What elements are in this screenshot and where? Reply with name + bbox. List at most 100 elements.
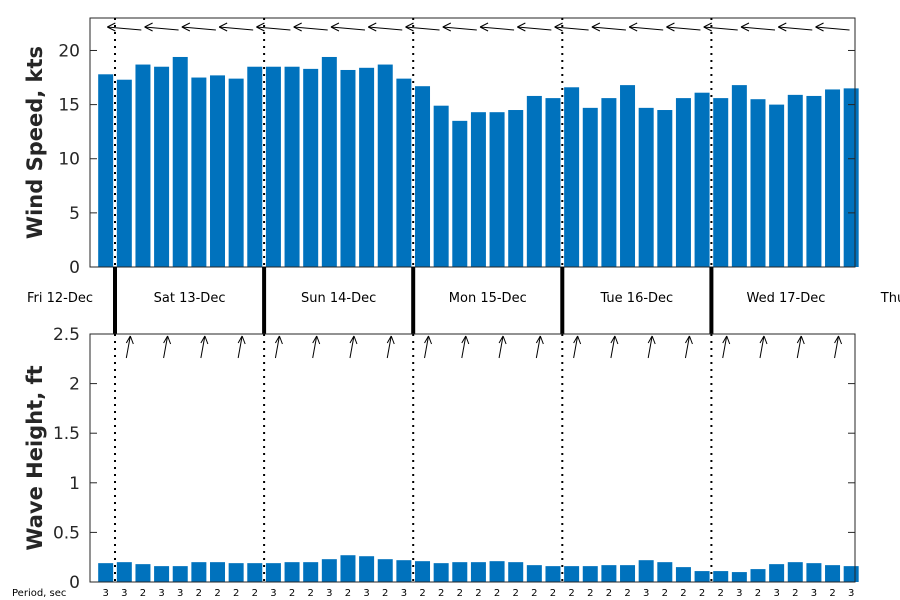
wave-direction-arrow-37 <box>796 335 805 359</box>
wind-bar-33 <box>713 98 729 267</box>
wave-bar-14 <box>359 556 375 582</box>
period-value-10: 2 <box>289 588 295 599</box>
wind-bar-16 <box>396 78 412 267</box>
wave-bar-7 <box>228 563 244 582</box>
wave-direction-arrow-19 <box>461 335 470 359</box>
wind-direction-arrow-23 <box>517 22 552 32</box>
wave-bar-37 <box>787 562 803 582</box>
wind-bar-23 <box>526 95 542 267</box>
wind-direction-arrow-39 <box>815 22 850 32</box>
wave-bar-36 <box>769 564 785 582</box>
period-value-19: 2 <box>457 588 463 599</box>
wind-direction-arrow-25 <box>554 22 589 32</box>
wind-direction-arrow-9 <box>256 22 291 32</box>
wave-bar-33 <box>713 571 729 582</box>
wave-bar-12 <box>321 559 337 582</box>
wind-direction-arrow-29 <box>628 22 664 32</box>
wind-bar-8 <box>247 66 263 267</box>
wind-bar-28 <box>620 85 636 268</box>
period-value-4: 3 <box>177 588 183 599</box>
period-value-30: 2 <box>662 588 668 599</box>
period-value-38: 3 <box>811 588 817 599</box>
wind-bar-39 <box>825 89 841 267</box>
wave-bar-22 <box>508 562 524 582</box>
wave-direction-arrow-11 <box>312 335 321 359</box>
period-value-29: 3 <box>643 588 649 599</box>
wind-bar-1 <box>116 79 132 268</box>
period-value-16: 3 <box>401 588 407 599</box>
wave-direction-arrow-21 <box>498 335 507 359</box>
period-value-14: 3 <box>363 588 369 599</box>
period-value-25: 2 <box>568 588 574 599</box>
wind-bar-13 <box>340 69 356 267</box>
period-value-39: 2 <box>829 588 835 599</box>
wave-bar-31 <box>675 567 691 582</box>
wave-bar-5 <box>191 562 207 582</box>
period-value-20: 2 <box>475 588 481 599</box>
wind-direction-arrow-35 <box>740 22 776 32</box>
wind-bar-37 <box>787 94 803 268</box>
wind-ylabel: Wind Speed, kts <box>23 46 47 239</box>
wind-direction-arrow-33 <box>703 22 738 32</box>
wind-bar-34 <box>731 85 747 268</box>
period-value-31: 2 <box>680 588 686 599</box>
day-label-band: Fri 12-Dec Sat 13-Dec Sun 14-Dec Mon 15-Dec… <box>27 267 900 334</box>
wave-axes-frame <box>89 333 856 583</box>
period-value-15: 2 <box>382 588 388 599</box>
wind-direction-arrow-27 <box>591 22 626 32</box>
period-value-34: 3 <box>736 588 742 599</box>
day-label-3: Mon 15-Dec <box>449 291 527 306</box>
wind-bar-30 <box>657 110 673 268</box>
day-label-0: Fri 12-Dec <box>27 291 93 306</box>
wind-ytick-label: 10 <box>58 150 80 170</box>
wind-bar-0 <box>98 74 114 267</box>
wave-direction-arrow-27 <box>610 335 619 359</box>
period-value-7: 2 <box>233 588 239 599</box>
wave-bar-38 <box>806 563 822 582</box>
wind-ytick-label: 5 <box>69 204 80 224</box>
period-label: Period, sec <box>12 588 66 599</box>
wave-bar-23 <box>526 565 542 582</box>
wave-bar-32 <box>694 571 710 582</box>
wave-bar-24 <box>545 566 561 582</box>
wave-ytick-label: 2 <box>69 375 80 395</box>
period-value-32: 2 <box>699 588 705 599</box>
wind-bar-18 <box>433 105 449 267</box>
wave-bar-19 <box>452 562 468 582</box>
wave-bar-10 <box>284 562 300 582</box>
period-value-12: 3 <box>326 588 332 599</box>
wave-direction-arrow-3 <box>163 335 172 359</box>
period-value-17: 2 <box>419 588 425 599</box>
wave-direction-arrow-29 <box>647 335 656 359</box>
period-value-33: 2 <box>718 588 724 599</box>
wind-direction-arrow-21 <box>479 22 515 32</box>
period-value-2: 2 <box>140 588 146 599</box>
wave-direction-arrow-7 <box>237 335 246 359</box>
wind-bar-10 <box>284 66 300 267</box>
wave-bar-18 <box>433 563 449 582</box>
wave-bar-4 <box>172 566 188 582</box>
wind-bar-22 <box>508 110 524 268</box>
wind-bar-14 <box>359 67 375 267</box>
wave-bar-6 <box>210 562 226 582</box>
wave-direction-arrow-13 <box>349 335 358 359</box>
period-value-0: 3 <box>102 588 108 599</box>
wind-direction-arrow-17 <box>405 22 440 32</box>
wind-direction-arrow-5 <box>181 22 216 32</box>
wind-direction-arrow-13 <box>330 22 366 32</box>
period-value-13: 2 <box>345 588 351 599</box>
wind-bar-32 <box>694 92 710 267</box>
wave-ytick-label: 1.5 <box>53 424 80 444</box>
wave-bar-39 <box>825 565 841 582</box>
wave-direction-arrow-9 <box>274 335 283 359</box>
wave-direction-arrow-39 <box>834 335 843 359</box>
wave-bar-29 <box>638 560 654 582</box>
wave-bar-27 <box>601 565 617 582</box>
wave-bar-0 <box>98 563 114 582</box>
wind-bar-40 <box>843 88 859 268</box>
wave-height-chart: 0 0.5 1 1.5 2 2.5 Wave Height, ft Period, sec 3 3… <box>12 325 859 599</box>
wave-bar-8 <box>247 563 263 582</box>
wave-bar-28 <box>620 565 636 582</box>
period-value-40: 3 <box>848 588 854 599</box>
